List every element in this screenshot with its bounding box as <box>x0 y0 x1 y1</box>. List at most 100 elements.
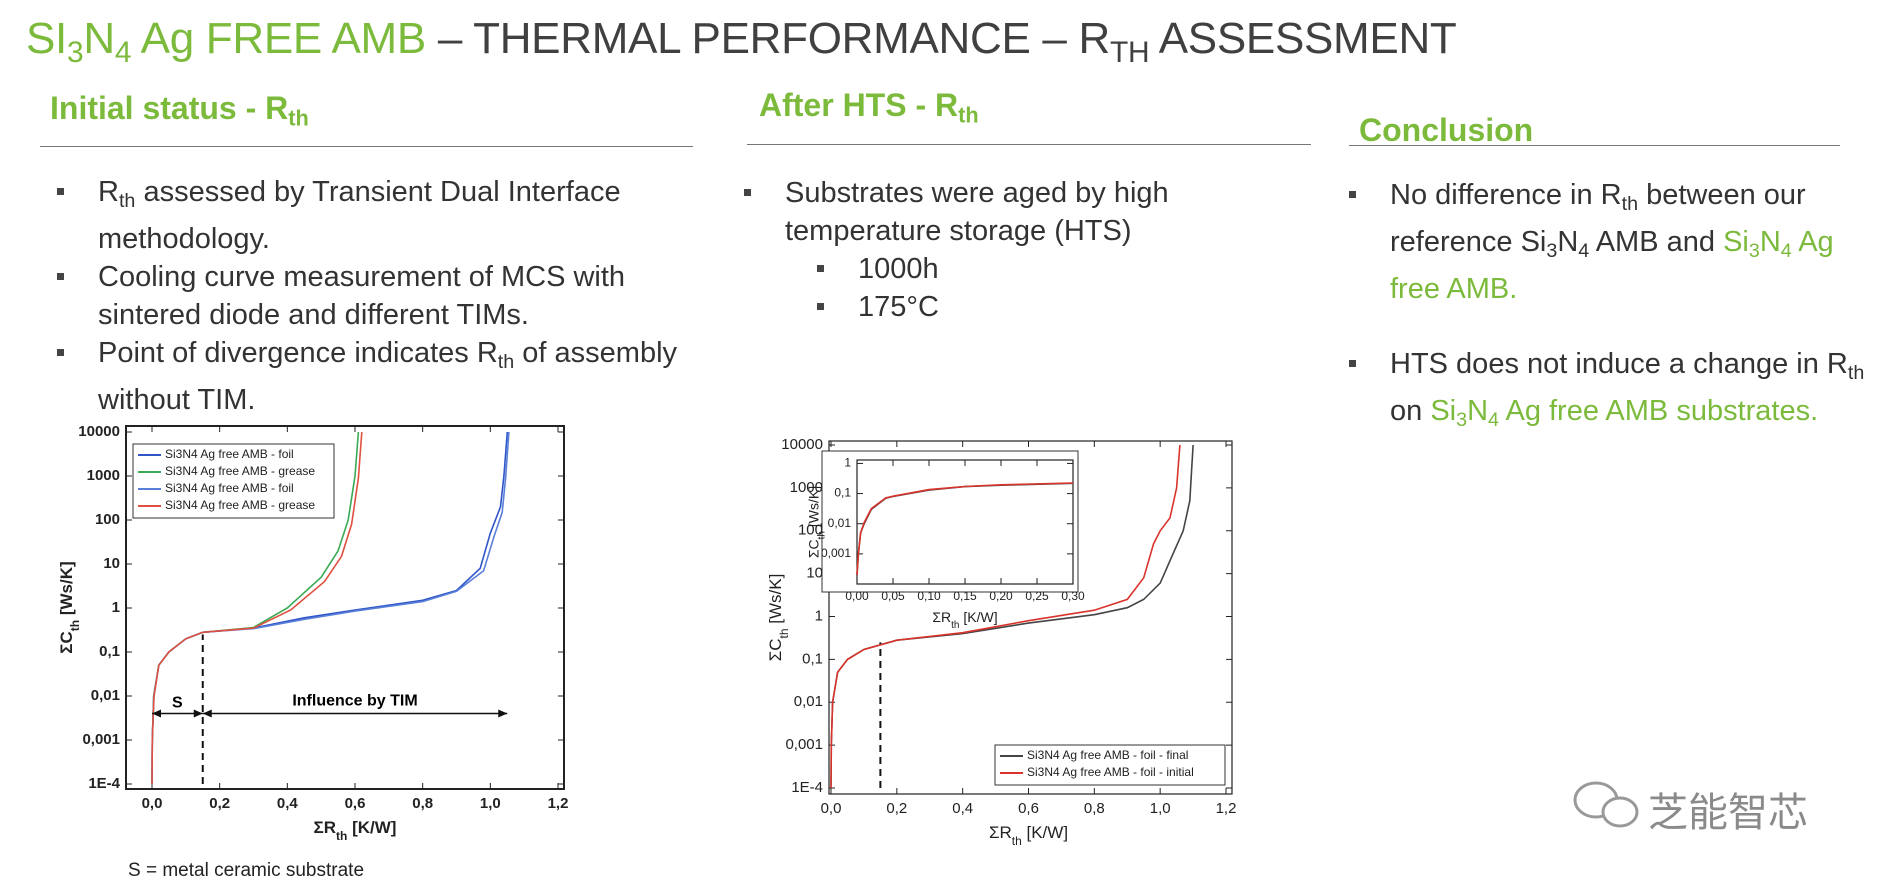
watermark: 芝能智芯 <box>1648 791 1808 835</box>
x-tick-label: 1,2 <box>548 795 569 812</box>
label-part: th <box>816 531 827 539</box>
text: 3 <box>1456 408 1468 431</box>
x-axis-label: ΣRth [K/W] <box>989 823 1068 848</box>
label-part: th <box>777 628 791 638</box>
arrow-head <box>498 709 508 718</box>
label-part: th <box>951 620 959 631</box>
text: HTS does not induce a change in R <box>1390 347 1848 380</box>
text: N <box>1759 225 1781 258</box>
text: 1000h <box>858 253 939 285</box>
label-part: ΣR <box>314 818 336 837</box>
legend-label: Si3N4 Ag free AMB - foil <box>165 481 294 495</box>
label-part: th <box>68 620 82 631</box>
text: Point of divergence indicates R <box>98 336 498 369</box>
text: Cooling curve measurement of MCS with si… <box>98 260 626 331</box>
x-tick-label: 0,0 <box>142 795 163 812</box>
x-tick-label: 0,05 <box>881 589 905 603</box>
text: of assembly without TIM. <box>98 336 678 416</box>
title-part: SI <box>26 14 67 63</box>
title-part: TH <box>1110 35 1150 69</box>
y-tick-label: 0,01 <box>828 516 852 530</box>
x-tick-label: 0,2 <box>209 795 230 812</box>
divider-rule <box>1349 145 1840 146</box>
text: Ag free AMB. <box>1390 225 1834 305</box>
bullet-list: Rth assessed by Transient Dual Interface… <box>57 173 688 419</box>
y-tick-label: 1 <box>112 599 120 616</box>
label-part: [K/W] <box>959 609 997 625</box>
legend-label: Si3N4 Ag free AMB - foil <box>165 447 294 461</box>
x-tick-label: 0,6 <box>1018 800 1039 817</box>
y-tick-label: 0,1 <box>834 486 851 500</box>
title-part: ASSESSMENT <box>1149 14 1457 63</box>
text: Substrates were aged by high temperature… <box>785 177 1169 247</box>
title-part: Ag FREE AMB <box>131 14 427 63</box>
x-tick-label: 1,2 <box>1216 800 1237 817</box>
x-tick-label: 0,10 <box>917 589 941 603</box>
y-tick-label: 10 <box>103 555 120 572</box>
text: 4 <box>1780 239 1792 262</box>
y-tick-label: 0,01 <box>794 693 823 710</box>
x-tick-label: 0,6 <box>345 795 366 812</box>
y-tick-label: 10000 <box>78 423 120 440</box>
section-heading: Initial status - Rth <box>50 90 309 132</box>
sub-bullet: 1000h <box>817 250 1158 288</box>
section-heading: After HTS - Rth <box>759 87 979 129</box>
arrow-head <box>202 709 212 718</box>
x-tick-label: 0,00 <box>845 589 869 603</box>
plot-frame <box>828 440 1233 795</box>
x-tick-label: 0,0 <box>821 800 842 817</box>
y-tick-label: 10 <box>806 565 823 582</box>
bullet: Substrates were aged by high temperature… <box>744 174 1225 250</box>
bullet-list: No difference in Rth between our referen… <box>1349 176 1870 439</box>
x-axis-label: ΣRth [K/W] <box>314 818 397 843</box>
bullet-list: Substrates were aged by high temperature… <box>744 174 1225 250</box>
y-tick-label: 1000 <box>87 467 120 484</box>
text: Ag free AMB substrates. <box>1499 394 1819 427</box>
bullet: HTS does not induce a change in Rth on S… <box>1349 345 1870 439</box>
y-tick-label: 0,001 <box>821 546 851 560</box>
text: between our reference Si <box>1390 179 1806 258</box>
legend-label: Si3N4 Ag free AMB - grease <box>165 498 315 512</box>
heading-part: th <box>288 105 309 131</box>
text: 175°C <box>858 291 939 323</box>
x-tick-label: 0,15 <box>953 589 977 603</box>
heading-part: After HTS - R <box>759 87 959 123</box>
slide-title: SI3N4 Ag FREE AMB – THERMAL PERFORMANCE … <box>26 14 1457 70</box>
bullet: Point of divergence indicates Rth of ass… <box>57 334 688 419</box>
x-tick-label: 0,8 <box>412 795 433 812</box>
label-part: ΣC <box>766 639 785 662</box>
text: th <box>1847 361 1865 384</box>
label-part: ΣC <box>806 539 822 558</box>
label-part: [Ws/K] <box>806 486 822 531</box>
y-axis-label: ΣCth [Ws/K] <box>806 486 828 558</box>
legend-label: Si3N4 Ag free AMB - foil - final <box>1027 748 1188 762</box>
text: on <box>1390 394 1431 427</box>
legend-box <box>132 443 335 519</box>
text: R <box>98 176 119 208</box>
y-tick-label: 10000 <box>781 436 823 453</box>
text: 4 <box>1488 408 1500 431</box>
x-tick-label: 1,0 <box>1150 800 1171 817</box>
title-part: N <box>83 14 115 63</box>
bullet: Rth assessed by Transient Dual Interface… <box>57 173 688 258</box>
text: assessed by Transient Dual Interface met… <box>98 176 621 255</box>
label-part: ΣC <box>57 631 76 653</box>
x-tick-label: 1,0 <box>480 795 501 812</box>
text: Si <box>1430 394 1457 427</box>
y-tick-label: 0,01 <box>91 687 120 704</box>
section-heading: Conclusion <box>1359 112 1533 149</box>
heading-part: Conclusion <box>1359 112 1534 148</box>
bullet: Cooling curve measurement of MCS with si… <box>57 258 688 334</box>
caption: S = metal ceramic substrate <box>128 860 365 881</box>
y-tick-label: 1E-4 <box>791 779 823 796</box>
series-line <box>151 431 363 785</box>
label-part: ΣR <box>989 823 1012 842</box>
annotation: Influence by TIM <box>292 693 417 710</box>
text: 3 <box>1748 239 1760 262</box>
title-part: – THERMAL PERFORMANCE – R <box>425 14 1110 63</box>
text: AMB and <box>1589 225 1724 258</box>
arrow-head <box>193 709 203 718</box>
inset-box <box>821 450 1079 593</box>
x-tick-label: 0,20 <box>989 589 1013 603</box>
